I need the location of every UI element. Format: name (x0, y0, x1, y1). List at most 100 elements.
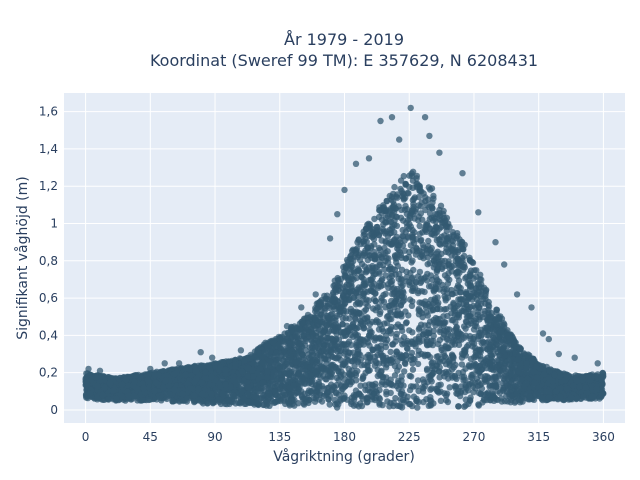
data-point (466, 363, 473, 370)
data-point (436, 206, 443, 214)
data-point (441, 285, 448, 292)
data-point (316, 396, 323, 403)
data-point (425, 237, 432, 245)
data-point (492, 339, 499, 346)
data-point (409, 329, 416, 336)
data-point (326, 328, 333, 335)
data-point (400, 172, 407, 180)
data-point (498, 357, 505, 364)
data-point (415, 217, 422, 224)
data-point (518, 376, 525, 384)
data-point (474, 352, 482, 359)
data-point (394, 191, 401, 198)
data-point (392, 323, 400, 330)
data-point (183, 394, 190, 401)
data-point (342, 359, 349, 366)
data-point (364, 315, 371, 322)
data-point (427, 272, 435, 279)
data-point (464, 303, 471, 310)
data-point (353, 401, 360, 408)
data-point (424, 312, 431, 319)
data-point (402, 320, 410, 327)
data-point (425, 321, 432, 329)
data-point (416, 222, 423, 230)
data-point (481, 396, 488, 404)
data-point (448, 268, 455, 275)
data-point (418, 236, 425, 244)
data-point (430, 369, 437, 377)
data-point (467, 394, 474, 401)
data-point (458, 361, 466, 368)
data-point (326, 401, 333, 408)
data-point (311, 345, 319, 352)
data-point (342, 315, 349, 322)
data-point (309, 357, 316, 364)
data-point (376, 204, 383, 211)
data-point (406, 172, 413, 179)
data-point (359, 374, 367, 382)
data-point (408, 349, 416, 357)
data-point (445, 258, 452, 265)
data-point (467, 293, 474, 300)
data-point (348, 398, 355, 405)
data-point (422, 197, 429, 205)
data-point (398, 337, 405, 344)
data-point (425, 373, 432, 380)
data-point (572, 372, 579, 379)
data-point (338, 295, 346, 303)
data-point (324, 372, 332, 380)
data-point (480, 284, 488, 291)
data-point (440, 334, 447, 341)
data-point (351, 353, 359, 360)
data-point (423, 365, 431, 373)
data-point (379, 276, 386, 283)
data-point (400, 196, 407, 203)
data-point (421, 288, 428, 296)
data-point (375, 346, 382, 353)
data-point (188, 372, 195, 379)
data-point (395, 385, 402, 392)
data-point (376, 303, 383, 310)
data-point (389, 290, 396, 298)
data-point (450, 299, 457, 307)
data-point (385, 302, 393, 310)
data-point (445, 249, 452, 256)
data-point (406, 248, 413, 256)
data-point (469, 310, 476, 317)
data-point (427, 186, 434, 193)
data-point (280, 363, 287, 370)
data-point (356, 301, 364, 308)
data-point (394, 285, 401, 293)
data-point (428, 359, 435, 367)
data-point (375, 318, 382, 326)
data-point (511, 363, 518, 370)
data-point (278, 377, 286, 384)
data-point (382, 290, 389, 297)
data-point (419, 313, 426, 321)
data-point (369, 346, 377, 354)
data-point (425, 283, 433, 290)
data-point (400, 294, 408, 301)
data-point (405, 225, 412, 232)
data-point (413, 175, 420, 182)
data-point (414, 360, 422, 368)
data-point (482, 373, 489, 380)
data-point (416, 299, 423, 306)
data-point (460, 351, 467, 358)
data-point (449, 316, 457, 324)
data-point (219, 390, 226, 397)
data-point (510, 345, 517, 352)
data-point (407, 242, 415, 249)
data-point (391, 372, 399, 379)
data-point (485, 303, 493, 310)
data-point (406, 372, 413, 379)
data-point (419, 376, 427, 383)
data-point (371, 215, 378, 223)
data-point (388, 356, 395, 364)
data-point (476, 316, 483, 323)
data-points (82, 104, 607, 411)
data-point (436, 374, 443, 381)
data-point (408, 302, 416, 309)
data-point (415, 307, 422, 314)
